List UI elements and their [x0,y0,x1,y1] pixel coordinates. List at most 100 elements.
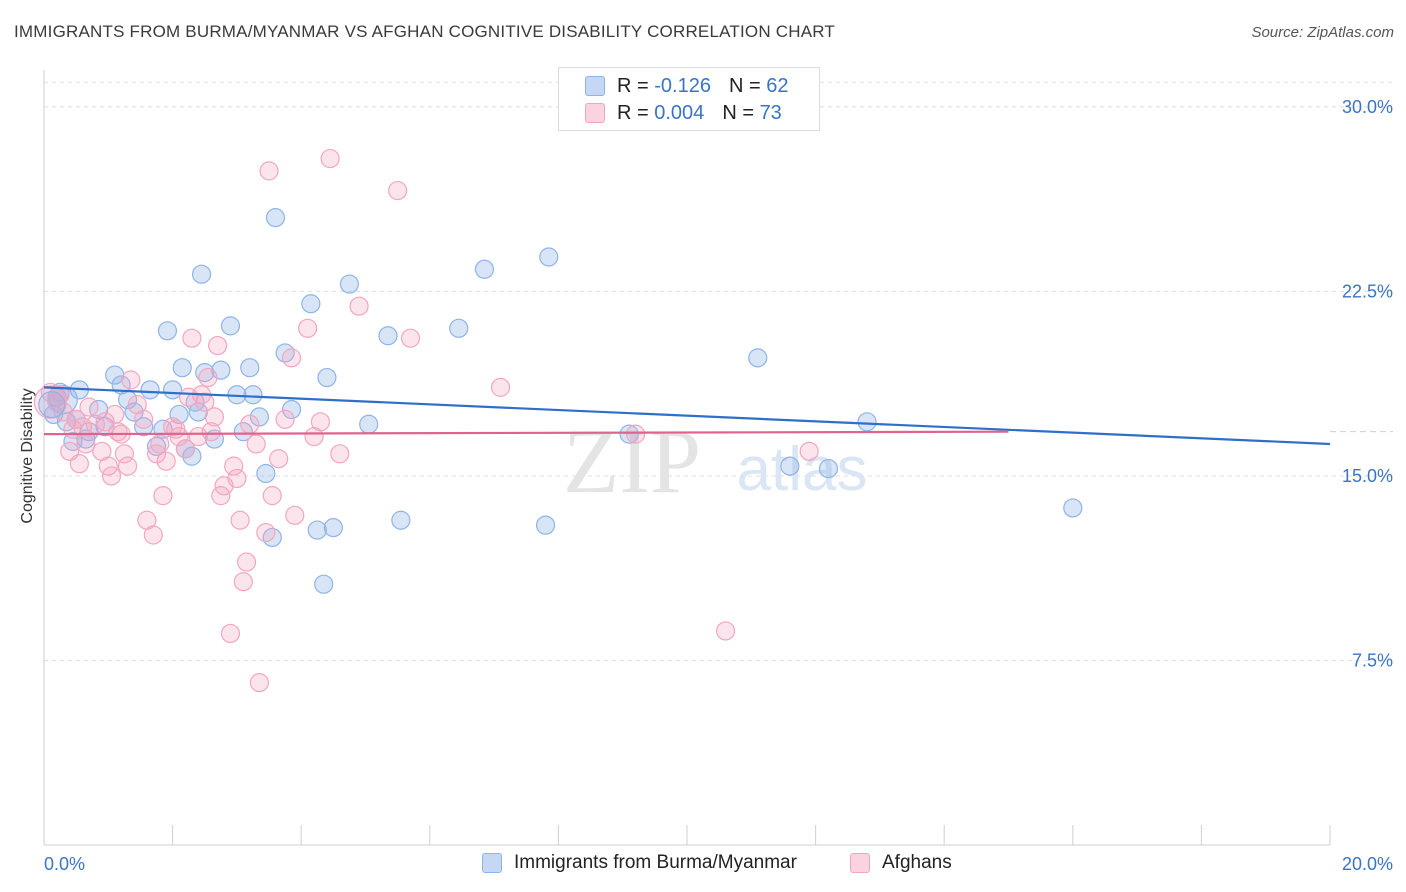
afghans-point-47 [246,434,266,454]
burma-point-48 [378,326,398,346]
afghans-point-40 [220,623,241,644]
burma-point-38 [265,208,286,228]
afghans-point-72 [204,407,224,427]
tick-labels: 7.5% 15.0% 22.5% 30.0% 0.0% 20.0% [44,97,1393,874]
afghans-point-7 [76,434,96,454]
burma-point-59 [1063,498,1083,518]
burma-point-23 [182,446,202,466]
stats-row-afghans: R = 0.004 N = 73 [585,100,782,126]
afghans-point-49 [256,522,276,543]
burma-point-35 [249,407,270,427]
legend-item-burma[interactable]: Immigrants from Burma/Myanmar [482,852,797,874]
legend-item-afghans[interactable]: Afghans [850,852,952,874]
y-tick-label-3: 30.0% [1342,97,1393,117]
afghans-point-27 [163,417,183,437]
burma-point-42 [307,520,327,540]
afghans-r-label: R = [617,101,649,124]
burma-point-55 [748,348,768,368]
burma-point-20 [169,404,189,425]
afghans-swatch [585,103,605,123]
burma-swatch [585,76,605,96]
afghans-r-value: 0.004 [654,101,705,124]
burma-point-37 [262,527,282,548]
afghans-point-36 [201,422,221,442]
afghans-point-13 [101,466,122,486]
burma-point-43 [314,574,334,594]
afghans-point-58 [310,412,331,432]
afghans-point-56 [298,318,318,338]
stats-row-burma: R = -0.126 N = 62 [585,73,788,99]
afghans-point-63 [400,328,421,348]
afghans-point-35 [198,367,218,388]
afghans-point-34 [195,392,215,412]
burma-point-50 [449,318,469,338]
afghans-point-69 [72,417,93,437]
burma-point-19 [163,380,183,400]
afghans-n-value: 73 [759,101,782,124]
afghans-point-17 [117,456,138,476]
burma-r-value: -0.126 [654,74,711,97]
burma-point-52 [535,515,556,535]
legend-burma-label: Immigrants from Burma/Myanmar [514,852,797,873]
burma-point-47 [359,414,379,434]
x-tick-label-0: 0.0% [44,854,85,874]
burma-n-label: N = [728,74,761,97]
afghans-point-59 [320,148,340,169]
burma-point-46 [339,274,360,294]
afghans-point-70 [108,422,128,442]
afghans-point-52 [269,449,289,469]
burma-point-16 [146,436,167,457]
data-points [33,148,1083,693]
burma-point-39 [275,343,295,363]
chart-source: Source: ZipAtlas.com [1251,24,1394,41]
afghans-point-26 [156,451,176,471]
afghans-point-32 [188,426,208,447]
afghans-point-8 [79,397,99,417]
afghans-point-41 [224,456,244,476]
burma-point-32 [233,422,253,442]
afghans-point-24 [150,434,170,454]
y-tick-label-1: 15.0% [1342,466,1393,486]
legend-afghans-label: Afghans [882,852,952,873]
afghans-point-64 [490,377,511,397]
afghans-point-48 [249,673,270,693]
burma-point-36 [256,463,276,484]
afghans-point-65 [625,424,646,444]
afghans-point-5 [66,409,86,429]
trend-lines [43,386,1331,446]
afghans-point-54 [281,348,302,368]
afghans-point-29 [175,439,196,459]
afghans-point-67 [799,441,819,461]
burma-point-56 [780,456,800,476]
afghans-trend-line [43,430,1009,436]
x-tick-label-1: 20.0% [1342,854,1393,874]
burma-trend-line [43,386,1331,446]
afghans-point-16 [114,444,134,464]
afghans-point-45 [236,552,257,572]
burma-point-41 [301,294,321,314]
afghans-point-43 [230,510,250,530]
legend-afghans-swatch [850,853,870,873]
afghans-point-37 [208,335,228,356]
watermark-zip: ZIP [563,410,701,512]
burma-point-30 [220,316,241,336]
burma-point-53 [539,247,559,267]
afghans-point-42 [227,468,247,489]
burma-r-label: R = [617,74,649,97]
afghans-point-11 [95,412,115,432]
series-legend: Immigrants from Burma/Myanmar Afghans [0,852,1406,878]
stats-legend: R = -0.126 N = 62 R = 0.004 N = 73 [558,67,820,131]
afghans-point-60 [330,444,350,464]
afghans-point-50 [259,161,279,181]
afghans-point-44 [233,572,253,592]
y-tick-label-0: 7.5% [1352,650,1393,670]
legend-burma-swatch [482,853,502,873]
burma-point-14 [134,417,154,437]
burma-point-49 [391,510,411,530]
burma-point-26 [191,264,212,284]
afghans-point-22 [143,525,163,545]
afghans-point-66 [715,621,736,641]
axes [43,70,1331,846]
afghans-point-25 [153,486,173,506]
